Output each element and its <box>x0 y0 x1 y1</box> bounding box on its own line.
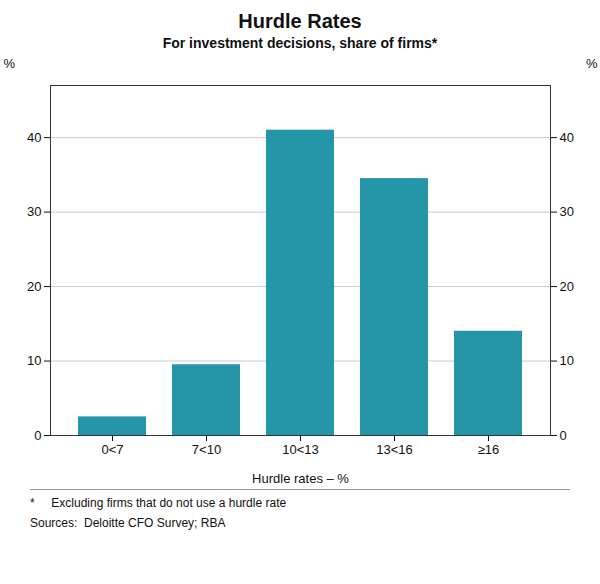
svg-text:%: % <box>586 56 598 71</box>
html-text:Sources: Deloitte CFO Survey;: Sources: Deloitte CFO Survey; RBA <box>30 516 226 530</box>
svg-text:0<7: 0<7 <box>101 442 123 457</box>
html-text:Hurdle Rates: Hurdle Rates <box>238 10 362 32</box>
svg-text:30: 30 <box>27 204 41 219</box>
svg-text:10<13: 10<13 <box>282 442 319 457</box>
svg-text:40: 40 <box>560 130 574 145</box>
svg-text:10: 10 <box>27 353 41 368</box>
svg-text:≥16: ≥16 <box>478 442 500 457</box>
svg-text:%: % <box>4 56 16 71</box>
svg-text:0: 0 <box>34 428 41 443</box>
svg-text:20: 20 <box>560 279 574 294</box>
svg-text:13<16: 13<16 <box>376 442 413 457</box>
html-text:* Excluding firms that do not: * Excluding firms that do not use a hurd… <box>30 496 287 510</box>
svg-text:40: 40 <box>27 130 41 145</box>
svg-text:0: 0 <box>560 428 567 443</box>
html-text:For investment decisions, shar: For investment decisions, share of firms… <box>162 35 438 51</box>
svg-text:10: 10 <box>560 353 574 368</box>
svg-text:30: 30 <box>560 204 574 219</box>
svg-text:7<10: 7<10 <box>192 442 221 457</box>
svg-text:Hurdle rates – %: Hurdle rates – % <box>252 471 349 486</box>
svg-text:20: 20 <box>27 279 41 294</box>
